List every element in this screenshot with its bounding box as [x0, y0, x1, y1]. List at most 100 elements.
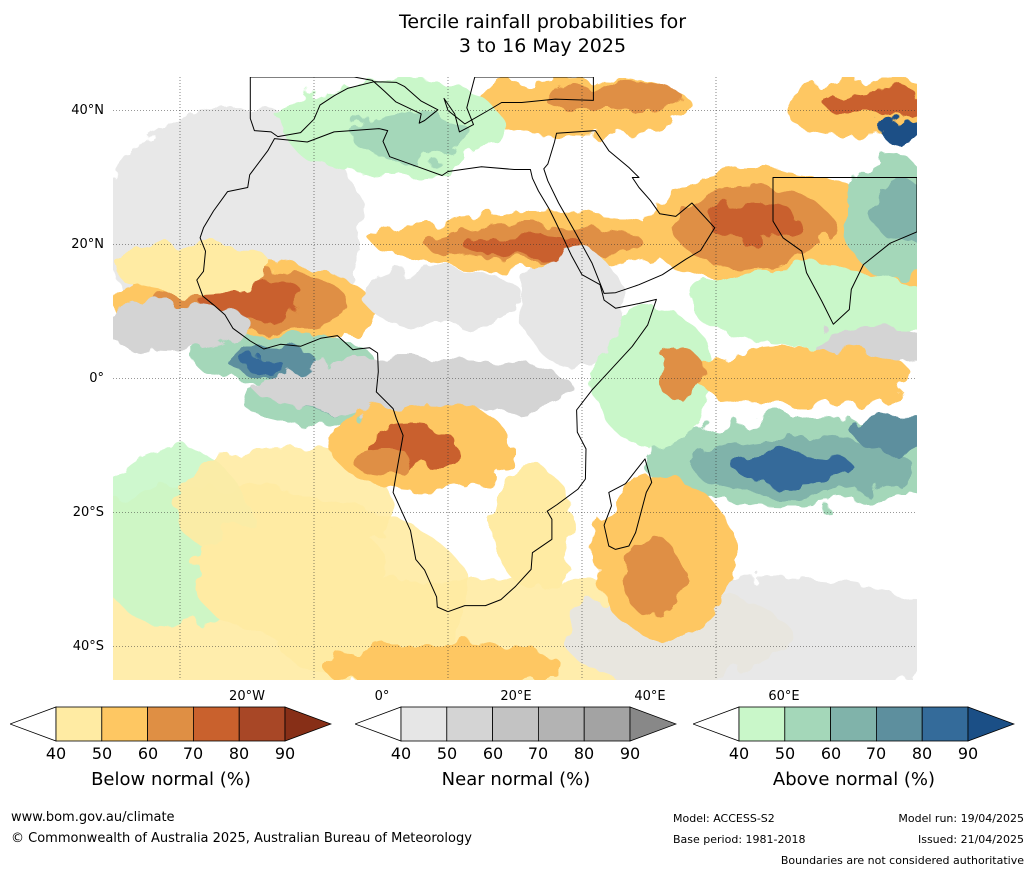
- above-extend-low: [693, 706, 740, 742]
- base-period: Base period: 1981-2018: [673, 833, 806, 846]
- probability-patch: [823, 87, 917, 117]
- graticule: [113, 77, 917, 680]
- tick-label: 80: [228, 744, 250, 763]
- tick-label: 50: [91, 744, 113, 763]
- tick-label: 60: [482, 744, 504, 763]
- eastern-europe-coastline: [443, 77, 594, 133]
- probability-patch: [658, 352, 708, 402]
- tick-label: 60: [820, 744, 842, 763]
- near-swatch: [446, 706, 494, 742]
- website-link[interactable]: www.bom.gov.au/climate: [11, 810, 175, 825]
- below-swatch: [101, 706, 149, 742]
- model-name: Model: ACCESS-S2: [673, 812, 775, 825]
- probability-patch: [708, 200, 798, 244]
- below-swatch: [147, 706, 194, 742]
- below-swatch: [192, 706, 240, 742]
- probability-patch: [873, 182, 917, 242]
- india-coastline: [772, 177, 917, 325]
- probability-patch: [493, 467, 573, 587]
- coastline: [196, 77, 917, 613]
- tick-label: 40: [390, 744, 412, 763]
- copyright-notice: © Commonwealth of Australia 2025, Austra…: [11, 831, 472, 846]
- above-extend-high: [967, 706, 1015, 742]
- tick-label: 90: [957, 744, 979, 763]
- below-swatch: [55, 706, 103, 742]
- probability-patch: [198, 281, 308, 317]
- near-swatch: [537, 706, 585, 742]
- probability-patch: [353, 450, 413, 474]
- probability-patch: [693, 347, 913, 407]
- lat-label-40s: 40°S: [72, 639, 104, 654]
- colorbar-near-title: Near normal (%): [441, 769, 591, 790]
- lon-label-40e: 40°E: [634, 689, 666, 704]
- probability-patch: [623, 537, 683, 617]
- colorbar-above-title: Above normal (%): [772, 769, 936, 790]
- above-swatch: [875, 706, 923, 742]
- above-swatch: [784, 706, 832, 742]
- tick-label: 50: [774, 744, 796, 763]
- lat-label-20n: 20°N: [71, 237, 104, 252]
- tick-label: 90: [274, 744, 296, 763]
- colorbar-near-normal: [355, 706, 677, 742]
- map-title-line-1: Tercile rainfall probabilities for: [398, 11, 687, 33]
- above-swatch: [738, 706, 786, 742]
- rainfall-probability-map: [113, 77, 917, 680]
- probability-patch: [463, 233, 583, 257]
- lat-label-40n: 40°N: [71, 103, 104, 118]
- africa-coastline: [196, 128, 657, 613]
- lon-label-60e: 60°E: [768, 689, 800, 704]
- tick-label: 90: [619, 744, 641, 763]
- below-extend-low: [10, 706, 57, 742]
- lat-label-20s: 20°S: [72, 505, 104, 520]
- near-extend-high: [629, 706, 677, 742]
- probability-patch: [523, 247, 623, 367]
- probability-patch: [853, 412, 917, 452]
- map-title: Tercile rainfall probabilities for 3 to …: [0, 10, 1035, 58]
- lon-label-20e: 20°E: [500, 689, 532, 704]
- tick-label: 40: [45, 744, 67, 763]
- map-canvas: [113, 77, 917, 680]
- lon-label-20w: 20°W: [229, 689, 265, 704]
- lat-label-0: 0°: [89, 371, 104, 386]
- tick-label: 80: [911, 744, 933, 763]
- probability-patch: [543, 82, 683, 112]
- probability-patch: [693, 267, 917, 347]
- tick-label: 80: [573, 744, 595, 763]
- tick-label: 40: [728, 744, 750, 763]
- probability-patch: [733, 451, 853, 483]
- tick-label: 60: [137, 744, 159, 763]
- madagascar-coastline: [603, 458, 653, 550]
- probability-patch: [193, 517, 393, 637]
- colorbar-below-title: Below normal (%): [91, 769, 251, 790]
- model-run-date: Model run: 19/04/2025: [898, 812, 1024, 825]
- issued-date: Issued: 21/04/2025: [917, 833, 1024, 846]
- probability-patch: [243, 358, 283, 370]
- below-extend-high: [284, 706, 332, 742]
- probability-patch: [323, 642, 563, 680]
- colorbar-below-normal: [10, 706, 332, 742]
- colorbar-above-normal: [693, 706, 1015, 742]
- boundaries-disclaimer: Boundaries are not considered authoritat…: [780, 854, 1024, 867]
- probability-patch: [353, 112, 473, 162]
- near-swatch: [583, 706, 631, 742]
- tick-label: 70: [865, 744, 887, 763]
- lon-label-0: 0°: [374, 689, 390, 704]
- arabia-coastline: [543, 130, 716, 294]
- near-extend-low: [355, 706, 402, 742]
- tick-label: 70: [182, 744, 204, 763]
- below-swatch: [238, 706, 286, 742]
- tick-label: 50: [436, 744, 458, 763]
- probability-patch: [113, 302, 253, 352]
- probability-patch: [253, 357, 573, 417]
- near-swatch: [492, 706, 539, 742]
- near-swatch: [400, 706, 448, 742]
- europe-coastline: [249, 77, 439, 138]
- probability-patch: [113, 242, 273, 292]
- probability-patch: [363, 267, 523, 327]
- probability-patch: [593, 307, 713, 447]
- tick-label: 70: [527, 744, 549, 763]
- above-swatch: [921, 706, 969, 742]
- probability-patch: [883, 117, 917, 147]
- above-swatch: [830, 706, 877, 742]
- map-title-line-2: 3 to 16 May 2025: [458, 35, 627, 57]
